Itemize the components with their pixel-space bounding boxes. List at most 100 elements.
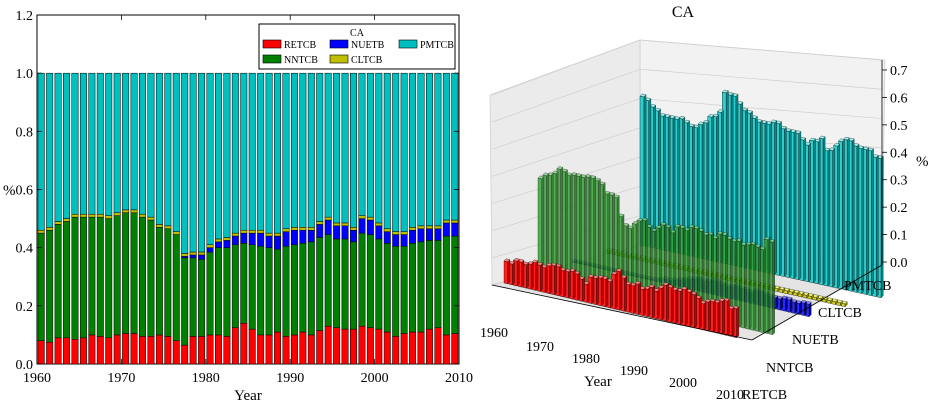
bar-pmtcb-1978 (189, 72, 197, 253)
bar-nntcb-1961 (46, 229, 54, 343)
bar-nuetb-1991 (299, 229, 307, 244)
bar-pmtcb-1961 (46, 72, 54, 228)
bar-nntcb-1989 (282, 245, 290, 337)
bar3d-side-retcb-1975 (577, 271, 581, 301)
z-tick-label: 0.1 (890, 229, 908, 244)
bar-nntcb-1992 (307, 241, 315, 336)
bar-retcb-1967 (96, 336, 104, 365)
x-tick-label: 1960 (480, 326, 508, 341)
bar-retcb-1995 (333, 327, 341, 365)
bar-nntcb-1966 (88, 216, 96, 336)
bar-retcb-1979 (198, 336, 206, 365)
bar-retcb-1963 (63, 337, 71, 365)
legend-swatch-nuetb (329, 39, 349, 49)
bar-retcb-1999 (366, 327, 374, 365)
bar-cltcb-1971 (130, 209, 138, 214)
bar-pmtcb-1967 (96, 72, 104, 215)
bar3d-side-retcb-1973 (568, 269, 571, 299)
bar3d-side-retcb-2003 (708, 299, 711, 332)
bar-pmtcb-1975 (164, 72, 172, 227)
bar-nuetb-1986 (257, 232, 265, 247)
bar-cltcb-1988 (274, 232, 282, 237)
bar-pmtcb-2006 (425, 72, 433, 227)
bar-nuetb-2009 (451, 222, 459, 237)
bar-pmtcb-1984 (240, 72, 248, 231)
bar3d-side-pmtcb-1962 (653, 104, 656, 249)
bar-cltcb-1962 (54, 221, 62, 225)
bar-nuetb-2001 (383, 231, 391, 244)
bar-nntcb-2001 (383, 243, 391, 333)
bar-pmtcb-1971 (130, 72, 138, 211)
bar3d-side-pmtcb-1999 (832, 148, 835, 288)
bar-pmtcb-1966 (88, 72, 96, 215)
bar-nuetb-1978 (189, 254, 197, 259)
y-tick-label: 1.0 (16, 67, 34, 82)
bar3d-side-nntcb-2005 (753, 242, 757, 331)
bar-nntcb-1991 (299, 243, 307, 333)
bar-nuetb-1994 (324, 219, 332, 235)
x-tick-label: 2010 (445, 371, 473, 386)
bar-nntcb-1999 (366, 234, 374, 328)
bar-nuetb-1996 (341, 225, 349, 240)
bar-pmtcb-1994 (324, 72, 332, 218)
bar3d-side-retcb-1993 (661, 285, 665, 321)
bar-cltcb-1976 (172, 231, 180, 235)
bar3d-side-retcb-1999 (689, 289, 693, 328)
bar3d-side-retcb-1966 (535, 260, 539, 291)
bar-stacks (37, 72, 459, 365)
bar-pmtcb-1997 (350, 72, 357, 228)
grid-line (491, 98, 641, 150)
bar-nntcb-1997 (350, 241, 357, 330)
bar3d-side-retcb-1960 (507, 259, 511, 285)
bar-nntcb-2000 (375, 238, 383, 330)
x-tick-label: 1980 (572, 352, 600, 367)
row-retcb (503, 258, 740, 339)
bar3d-side-retcb-1981 (605, 276, 609, 308)
bar-pmtcb-1989 (282, 72, 290, 230)
bar-pmtcb-1981 (214, 72, 222, 240)
bar-nuetb-1987 (265, 235, 273, 248)
bar-nntcb-1980 (206, 251, 214, 336)
bar3d-side-pmtcb-2004 (856, 143, 860, 293)
bar3d-side-retcb-1967 (540, 262, 543, 292)
bar-retcb-2004 (409, 331, 417, 365)
bar-pmtcb-2009 (451, 72, 459, 221)
bar-nuetb-1993 (316, 224, 324, 238)
legend-swatch-nntcb (262, 54, 282, 64)
bar-nuetb-1992 (307, 229, 315, 243)
legend-swatch-pmtcb (398, 39, 418, 49)
bar-retcb-1998 (358, 325, 366, 365)
y-tick-label: 0.6 (16, 184, 34, 199)
bar-retcb-1993 (316, 330, 324, 365)
bar3d-side-nuetb-2005 (789, 297, 793, 313)
x-tick-label: 1970 (107, 371, 135, 386)
bar-nuetb-1981 (214, 241, 222, 248)
bar3d-side-retcb-1982 (610, 279, 613, 309)
x-axis-label: Year (234, 388, 262, 403)
bar-retcb-1984 (240, 323, 248, 365)
bar3d-side-retcb-1998 (685, 287, 688, 327)
bar-nuetb-1984 (240, 232, 248, 244)
bar-nntcb-1960 (37, 232, 45, 341)
bar-rows (503, 89, 884, 339)
z-tick-label: 0.0 (890, 256, 908, 271)
bar3d-side-nntcb-1969 (584, 175, 587, 292)
x-tick-label: 1990 (276, 371, 304, 386)
z-tick-label: 0.3 (890, 174, 908, 189)
bar-nuetb-1997 (350, 229, 357, 243)
legend-label-nntcb: NNTCB (284, 55, 318, 66)
bar-nntcb-1967 (96, 216, 104, 337)
bar-retcb-1981 (214, 334, 222, 365)
bar3d-side-retcb-2001 (699, 296, 702, 330)
bar-nntcb-1998 (358, 232, 366, 327)
bar-nuetb-1988 (274, 235, 282, 250)
bar-nntcb-1971 (130, 212, 138, 334)
bar-nuetb-1990 (290, 229, 298, 246)
bar-pmtcb-2004 (409, 72, 417, 228)
bar-cltcb-2005 (417, 225, 425, 230)
bar-retcb-1994 (324, 325, 332, 365)
x-tick-label: 2010 (716, 388, 744, 403)
bar3d-side-retcb-1991 (652, 285, 655, 319)
bar-retcb-2005 (417, 331, 425, 365)
